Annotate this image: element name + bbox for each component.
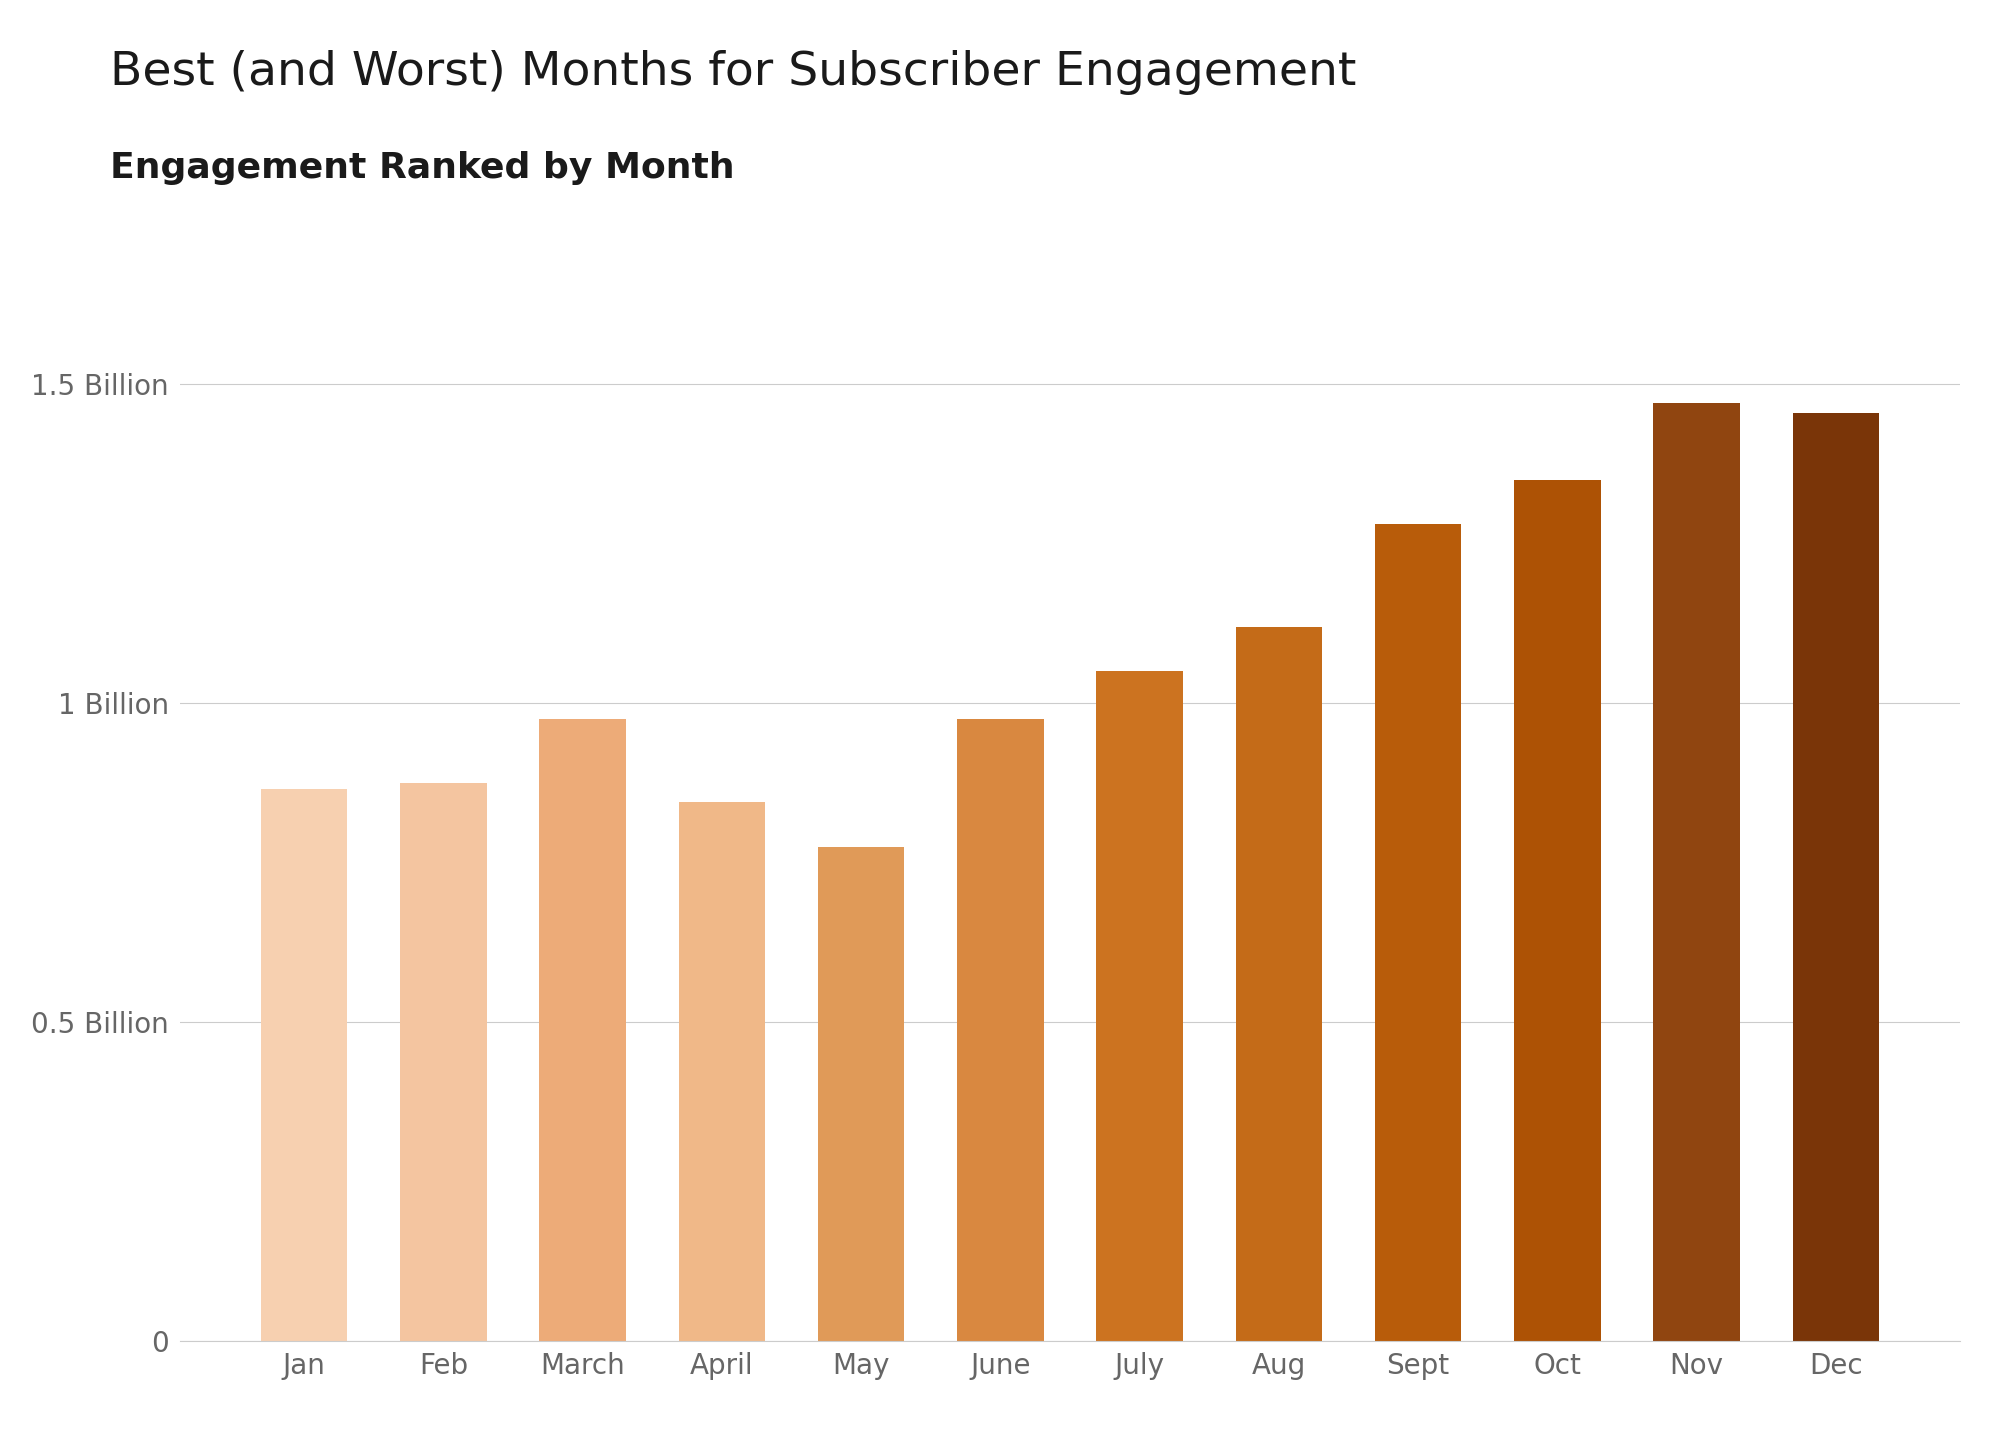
Bar — [818, 846, 904, 1341]
Bar — [678, 802, 766, 1341]
Bar — [1654, 404, 1740, 1341]
Bar — [958, 720, 1044, 1341]
Bar — [260, 789, 348, 1341]
Bar — [1514, 480, 1600, 1341]
Text: Best (and Worst) Months for Subscriber Engagement: Best (and Worst) Months for Subscriber E… — [110, 50, 1356, 95]
Bar — [1236, 626, 1322, 1341]
Bar — [400, 783, 486, 1341]
Bar — [1096, 671, 1182, 1341]
Text: Engagement Ranked by Month: Engagement Ranked by Month — [110, 151, 734, 186]
Bar — [1792, 412, 1880, 1341]
Bar — [540, 720, 626, 1341]
Bar — [1374, 525, 1462, 1341]
